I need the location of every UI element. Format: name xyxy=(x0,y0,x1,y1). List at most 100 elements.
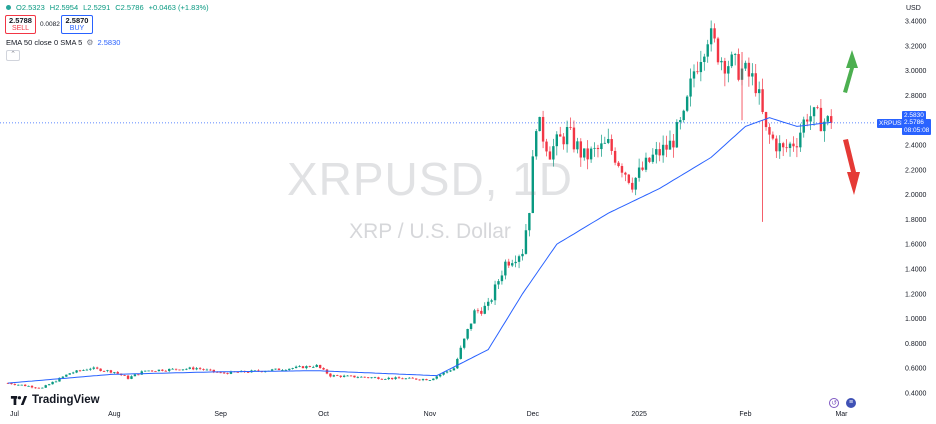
high-value: H2.5954 xyxy=(49,3,79,12)
replay-icon[interactable]: ↺ xyxy=(829,398,839,408)
candle-body xyxy=(819,107,823,132)
tradingview-logo[interactable]: TradingView xyxy=(10,394,100,406)
candle-body xyxy=(185,368,188,370)
candle-body xyxy=(812,107,816,117)
candle-body xyxy=(360,376,363,378)
down-arrow xyxy=(843,139,860,195)
candle-body xyxy=(318,364,322,368)
ohlc-legend: O2.5323 H2.5954 L2.5291 C2.5786 +0.0463 … xyxy=(6,3,209,12)
candle-body xyxy=(20,384,23,386)
candle-body xyxy=(99,368,102,372)
candle-body xyxy=(795,146,799,148)
buy-button[interactable]: 2.5870 BUY xyxy=(61,15,93,34)
candle-body xyxy=(144,370,147,372)
candle-body xyxy=(95,367,99,369)
candle-body xyxy=(507,261,510,266)
candle-body xyxy=(459,347,462,359)
market-status-icon xyxy=(6,5,11,10)
y-tick-label: 0.4000 xyxy=(905,391,927,398)
candle-body xyxy=(555,134,558,147)
y-tick-label: 1.6000 xyxy=(905,242,927,249)
candle-body xyxy=(435,376,438,379)
candle-body xyxy=(305,366,308,369)
candle-body xyxy=(390,377,394,380)
candle-body xyxy=(27,385,30,387)
candle-body xyxy=(44,385,47,388)
candle-body xyxy=(596,147,600,150)
candle-body xyxy=(6,383,10,384)
candle-body xyxy=(78,370,82,372)
candle-body xyxy=(102,371,106,372)
sell-button[interactable]: 2.5788 SELL xyxy=(5,15,36,34)
candle-body xyxy=(462,338,466,348)
settings-icon[interactable]: ⚙ xyxy=(86,38,94,47)
candle-body xyxy=(85,369,89,371)
currency-label[interactable]: USD xyxy=(906,5,921,12)
candle-body xyxy=(150,370,154,372)
candle-body xyxy=(421,379,425,381)
x-tick-label: Mar xyxy=(835,411,848,418)
candle-body xyxy=(603,142,607,144)
candle-body xyxy=(541,116,545,142)
candle-body xyxy=(768,127,771,135)
candle-body xyxy=(644,157,648,170)
candle-body xyxy=(298,366,301,367)
candle-body xyxy=(181,369,185,371)
y-tick-label: 2.2000 xyxy=(905,167,927,174)
candle-body xyxy=(788,143,792,148)
candle-body xyxy=(171,368,174,370)
candle-body xyxy=(34,387,37,389)
candle-body xyxy=(346,375,349,377)
y-tick-label: 3.4000 xyxy=(905,19,927,26)
candle-body xyxy=(754,73,757,94)
candle-body xyxy=(613,150,617,163)
candle-body xyxy=(805,119,809,122)
candle-body xyxy=(493,284,497,301)
y-tick-label: 3.2000 xyxy=(905,43,927,50)
candle-body xyxy=(51,381,54,385)
candle-body xyxy=(548,151,552,160)
collapse-legend-button[interactable]: ⌃ xyxy=(6,50,20,61)
candles xyxy=(6,20,833,389)
close-value: C2.5786 xyxy=(115,3,144,12)
candle-body xyxy=(222,372,226,374)
candle-body xyxy=(442,372,445,375)
candle-body xyxy=(500,275,504,282)
tradingview-mark-icon xyxy=(10,395,28,405)
price-axis[interactable]: 3.40003.20003.00002.80002.60002.40002.20… xyxy=(905,19,927,398)
candle-body xyxy=(246,372,250,373)
candle-body xyxy=(192,367,195,370)
ema-line xyxy=(7,117,832,384)
candle-body xyxy=(404,378,408,380)
low-value: L2.5291 xyxy=(83,3,111,12)
candle-body xyxy=(270,369,274,371)
candle-body xyxy=(720,60,723,63)
last-price-value: 2.5786 xyxy=(904,119,924,126)
candle-body xyxy=(380,378,384,380)
us-flag-icon[interactable]: ≡ xyxy=(846,398,856,408)
candle-body xyxy=(54,381,58,383)
y-tick-label: 2.0000 xyxy=(905,192,927,199)
y-tick-label: 0.6000 xyxy=(905,366,927,373)
candle-body xyxy=(384,379,387,380)
x-tick-label: 2025 xyxy=(631,411,647,418)
candle-body xyxy=(452,368,456,371)
x-tick-label: Feb xyxy=(739,411,751,418)
candle-body xyxy=(17,384,20,386)
candle-body xyxy=(212,369,215,372)
indicator-legend[interactable]: EMA 50 close 0 SMA 5 ⚙ 2.5830 xyxy=(6,38,120,47)
candle-body xyxy=(624,172,627,175)
candle-body xyxy=(733,54,737,55)
sell-price: 2.5788 xyxy=(9,16,32,25)
y-tick-label: 1.0000 xyxy=(905,316,927,323)
x-tick-label: Jul xyxy=(10,411,19,418)
candle-body xyxy=(627,174,631,183)
candle-body xyxy=(253,370,257,372)
candle-body xyxy=(559,134,562,137)
indicator-label: EMA 50 close 0 SMA 5 xyxy=(6,38,83,47)
candle-body xyxy=(823,121,826,132)
symbol-price-tag: XRPUSD xyxy=(877,119,909,128)
time-axis[interactable]: Jul Aug Sep Oct Nov Dec 2025 Feb Mar xyxy=(10,411,848,418)
candle-body xyxy=(586,148,589,160)
